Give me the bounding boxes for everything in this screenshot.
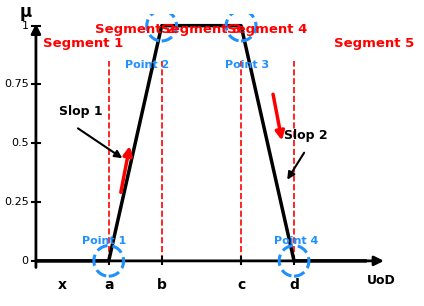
Text: 0: 0 [22, 256, 29, 266]
Text: Segment 5: Segment 5 [334, 37, 414, 50]
Text: 0.75: 0.75 [4, 80, 29, 89]
Text: UoD: UoD [367, 274, 396, 287]
Text: 1: 1 [22, 21, 29, 31]
Text: μ: μ [20, 3, 32, 21]
Text: Point 2: Point 2 [125, 60, 170, 70]
Text: Segment 4: Segment 4 [227, 23, 308, 36]
Text: d: d [289, 278, 299, 292]
Text: Point 1: Point 1 [82, 237, 126, 246]
Text: Segment 1: Segment 1 [42, 37, 123, 50]
Text: b: b [157, 278, 167, 292]
Text: Point 4: Point 4 [274, 237, 318, 246]
Text: Slop 1: Slop 1 [59, 105, 103, 118]
Text: Segment 3: Segment 3 [161, 23, 242, 36]
Text: Slop 2: Slop 2 [284, 129, 328, 142]
Text: Segment 2: Segment 2 [95, 23, 176, 36]
Text: Point 3: Point 3 [225, 60, 269, 70]
Text: a: a [104, 278, 114, 292]
Text: 0.5: 0.5 [11, 138, 29, 148]
Text: c: c [237, 278, 245, 292]
Text: x: x [58, 278, 67, 292]
Text: 0.25: 0.25 [4, 197, 29, 207]
